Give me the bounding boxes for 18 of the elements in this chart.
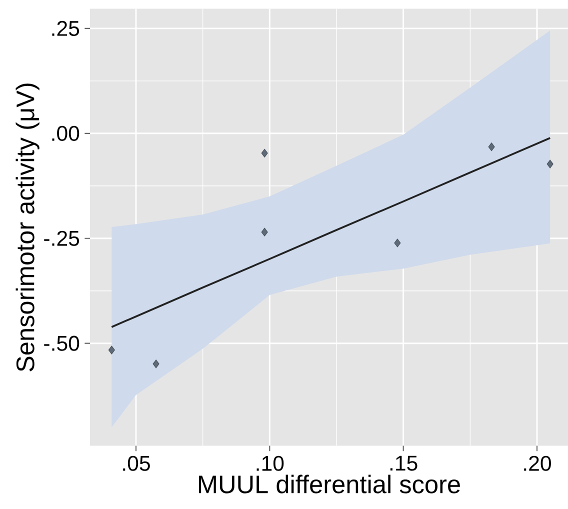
point xyxy=(546,160,554,168)
y-tick-label: -.50 xyxy=(44,336,80,351)
point xyxy=(261,228,268,236)
point xyxy=(108,346,115,354)
point xyxy=(261,148,268,158)
line-series xyxy=(110,137,552,328)
point xyxy=(488,142,495,152)
x-tick-label: .05 xyxy=(123,456,150,471)
point xyxy=(152,360,160,368)
x-tick-label: .20 xyxy=(524,456,551,471)
y-axis-title: Sensorimotor activity (μV) xyxy=(16,84,40,372)
x-tick-label: .10 xyxy=(256,456,284,471)
y-tick-label: .00 xyxy=(52,126,80,141)
x-axis-title: MUUL differential score xyxy=(198,474,460,494)
point xyxy=(394,238,401,248)
y-tick-label: .25 xyxy=(52,20,80,36)
y-tick-label: -.25 xyxy=(44,230,80,246)
x-tick-label: .15 xyxy=(390,456,418,471)
